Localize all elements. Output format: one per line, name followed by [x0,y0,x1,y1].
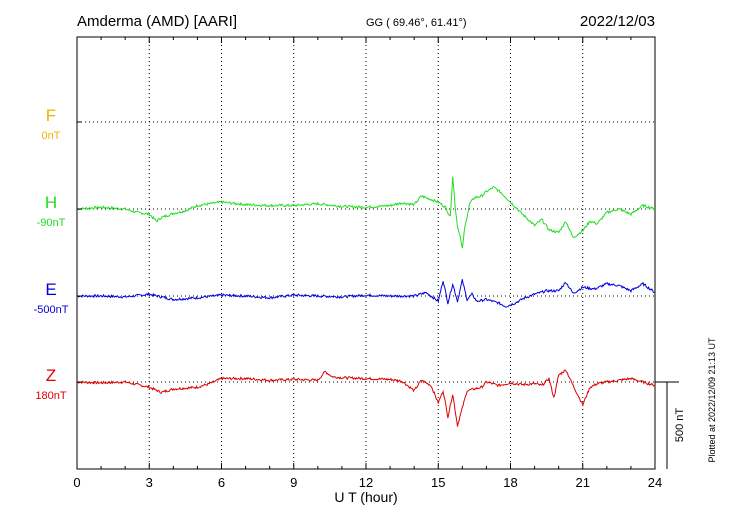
plot-date: 2022/12/03 [580,13,655,30]
grid [148,37,584,469]
series-line-E [76,279,656,308]
series-name-Z: Z [46,366,56,385]
series-offset-Z: 180nT [35,390,66,402]
series-lines [76,176,656,427]
x-tick-label-6: 6 [218,475,225,490]
series-offset-E: -500nT [34,304,69,316]
x-tick-label-18: 18 [503,475,517,490]
x-tick-label-15: 15 [431,475,445,490]
series-line-H [76,176,656,248]
x-tick-label-9: 9 [290,475,297,490]
series-name-E: E [45,280,56,299]
x-axis-label: U T (hour) [334,489,397,505]
series-labels: F 0nT H -90nT E -500nT Z 180nT [34,106,69,402]
scale-bar: 500 nT [655,381,686,469]
x-tick-label-0: 0 [73,475,80,490]
series-line-Z [76,369,656,427]
station-coords: GG ( 69.46°, 61.41°) [366,17,467,29]
series-offset-F: 0nT [42,130,61,142]
x-tick-label-21: 21 [576,475,590,490]
x-tick-label-12: 12 [359,475,373,490]
x-tick-label-3: 3 [146,475,153,490]
scale-bar-label: 500 nT [674,408,686,443]
series-name-H: H [45,193,57,212]
x-tick-label-24: 24 [648,475,662,490]
series-name-F: F [46,106,56,125]
plotted-at-note: Plotted at 2022/12/09 21:13 UT [707,337,717,463]
station-title: Amderma (AMD) [AARI] [77,13,237,30]
series-offset-H: -90nT [37,217,66,229]
x-axis-ticks: 0 3 6 9 12 15 18 21 24 [73,37,662,490]
